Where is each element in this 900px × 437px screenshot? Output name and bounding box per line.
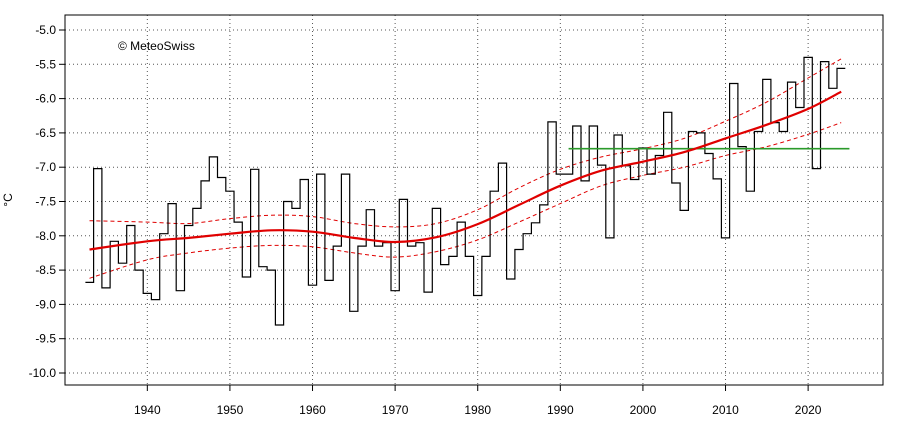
confidence-band [89, 58, 842, 279]
x-tick-label: 2000 [630, 403, 657, 417]
y-tick-label: -9.5 [35, 332, 56, 346]
grid-lines [65, 15, 883, 385]
y-tick-label: -10.0 [29, 366, 57, 380]
x-tick-label: 1990 [547, 403, 574, 417]
y-tick-label: -7.5 [35, 195, 56, 209]
y-axis: -5.0 -5.5 -6.0 -6.5 -7.0 -7.5 -8.0 -8.5 -9.0 -9.5… [29, 23, 65, 380]
y-tick-label: -5.5 [35, 57, 56, 71]
annual-series [85, 56, 846, 326]
trend-line [89, 90, 842, 251]
x-tick-label: 1960 [299, 403, 326, 417]
y-tick-label: -8.0 [35, 229, 56, 243]
y-tick-label: -9.0 [35, 297, 56, 311]
x-tick-label: 1950 [217, 403, 244, 417]
y-axis-label: °C [1, 193, 15, 207]
annual-step-line [85, 56, 846, 326]
y-tick-label: -7.0 [35, 160, 56, 174]
x-tick-label: 2020 [795, 403, 822, 417]
x-axis: 1940 1950 1960 1970 1980 1990 2000 2010 2020 [134, 385, 822, 417]
y-tick-label: -6.5 [35, 126, 56, 140]
plot-frame [64, 14, 884, 386]
x-tick-label: 2010 [712, 403, 739, 417]
x-tick-label: 1970 [382, 403, 409, 417]
copyright-text: © MeteoSwiss [118, 39, 195, 53]
trend-series [89, 90, 842, 251]
x-tick-label: 1980 [464, 403, 491, 417]
y-tick-label: -5.0 [35, 23, 56, 37]
x-tick-label: 1940 [134, 403, 161, 417]
band-upper-line [89, 58, 842, 228]
y-tick-label: -8.5 [35, 263, 56, 277]
band-lower-line [89, 122, 842, 279]
y-tick-label: -6.0 [35, 92, 56, 106]
